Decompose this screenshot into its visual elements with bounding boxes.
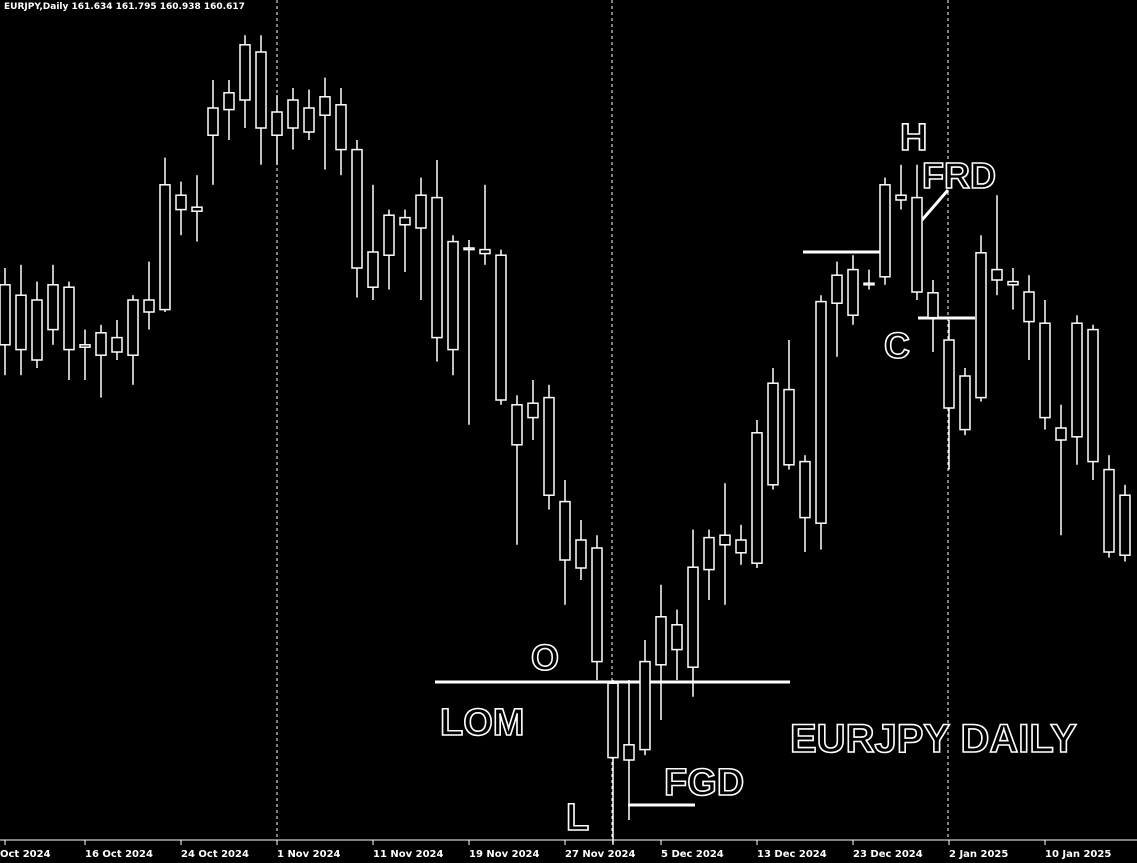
x-tick-label: 13 Dec 2024 bbox=[757, 849, 827, 860]
candle-body bbox=[143, 299, 155, 313]
candle-body bbox=[207, 107, 219, 136]
candle-body bbox=[607, 682, 619, 759]
candle-body bbox=[1119, 494, 1131, 556]
candle-body bbox=[319, 96, 331, 116]
candle-body bbox=[399, 216, 411, 226]
candle-body bbox=[0, 284, 11, 346]
candle-body bbox=[575, 539, 587, 569]
candle-body bbox=[255, 51, 267, 129]
candle-body bbox=[559, 500, 571, 561]
annotation: H bbox=[900, 117, 927, 159]
candle-body bbox=[543, 396, 555, 496]
candle-body bbox=[927, 292, 939, 319]
x-tick-label: 10 Jan 2025 bbox=[1045, 849, 1111, 860]
x-tick-label: 19 Nov 2024 bbox=[469, 849, 540, 860]
candle-body bbox=[783, 388, 795, 466]
x-tick-label: 2 Jan 2025 bbox=[949, 849, 1008, 860]
candle-body bbox=[335, 104, 347, 151]
candle-body bbox=[223, 92, 235, 111]
candle-body bbox=[15, 294, 27, 351]
candle-body bbox=[239, 44, 251, 101]
candle-body bbox=[959, 375, 971, 431]
candle-body bbox=[703, 536, 715, 571]
candle-body bbox=[879, 184, 891, 278]
candle-body bbox=[95, 332, 107, 356]
candle-body bbox=[447, 240, 459, 351]
candle-body bbox=[1023, 291, 1035, 323]
x-tick-label: Oct 2024 bbox=[0, 849, 51, 860]
candle-body bbox=[159, 184, 171, 311]
candle-body bbox=[431, 196, 443, 339]
annotation: C bbox=[884, 325, 910, 366]
candle-body bbox=[1071, 322, 1083, 438]
candle-body bbox=[991, 268, 1003, 281]
annotation: O bbox=[531, 637, 559, 678]
candle-body bbox=[751, 432, 763, 564]
candle-body bbox=[191, 206, 203, 212]
candle-body bbox=[303, 107, 315, 133]
candle-body bbox=[495, 254, 507, 401]
candle-body bbox=[463, 247, 475, 251]
candle-body bbox=[687, 566, 699, 668]
annotation: FRD bbox=[922, 155, 996, 196]
candle-body bbox=[815, 300, 827, 524]
candle-body bbox=[895, 194, 907, 201]
x-tick-label: 23 Dec 2024 bbox=[853, 849, 923, 860]
candle-body bbox=[79, 344, 91, 348]
candle-body bbox=[719, 534, 731, 546]
candle-body bbox=[639, 660, 651, 751]
x-tick-label: 24 Oct 2024 bbox=[181, 849, 249, 860]
candle-body bbox=[623, 744, 635, 761]
x-tick-label: 5 Dec 2024 bbox=[661, 849, 724, 860]
candle-body bbox=[175, 194, 187, 211]
trend-line bbox=[920, 189, 950, 221]
candle-body bbox=[1039, 322, 1051, 419]
candle-body bbox=[943, 339, 955, 409]
candle-body bbox=[287, 99, 299, 129]
candle-body bbox=[47, 284, 59, 331]
candle-body bbox=[767, 382, 779, 486]
x-tick-label: 1 Nov 2024 bbox=[277, 849, 341, 860]
candle-body bbox=[671, 624, 683, 651]
candle-body bbox=[527, 402, 539, 419]
annotation: LOM bbox=[440, 702, 524, 744]
candle-body bbox=[975, 252, 987, 399]
candle-body bbox=[1087, 328, 1099, 463]
candle-body bbox=[415, 194, 427, 229]
x-tick-label: 16 Oct 2024 bbox=[85, 849, 153, 860]
candle-body bbox=[367, 251, 379, 288]
candle-body bbox=[863, 282, 875, 286]
x-tick-label: 27 Nov 2024 bbox=[565, 849, 636, 860]
annotation: L bbox=[566, 797, 589, 839]
candle-body bbox=[479, 248, 491, 255]
candle-body bbox=[735, 539, 747, 554]
candle-body bbox=[831, 274, 843, 304]
annotation: FGD bbox=[664, 762, 744, 804]
candle-body bbox=[127, 299, 139, 356]
x-tick-label: 11 Nov 2024 bbox=[373, 849, 444, 860]
candle-body bbox=[847, 268, 859, 316]
candle-body bbox=[1007, 280, 1019, 286]
chart-header: EURJPY,Daily 161.634 161.795 160.938 160… bbox=[4, 2, 245, 12]
candle-body bbox=[799, 460, 811, 519]
candle-body bbox=[351, 148, 363, 269]
candle-body bbox=[271, 111, 283, 136]
candle-body bbox=[911, 196, 923, 293]
candle-body bbox=[1055, 427, 1067, 441]
candle-body bbox=[655, 616, 667, 666]
chart-title: EURJPY DAILY bbox=[790, 717, 1077, 761]
candle-body bbox=[383, 214, 395, 256]
candle-body bbox=[1103, 468, 1115, 553]
candle-body bbox=[511, 404, 523, 446]
candle-body bbox=[63, 286, 75, 351]
candle-body bbox=[31, 299, 43, 361]
candle-body bbox=[111, 336, 123, 353]
candle-body bbox=[591, 547, 603, 663]
